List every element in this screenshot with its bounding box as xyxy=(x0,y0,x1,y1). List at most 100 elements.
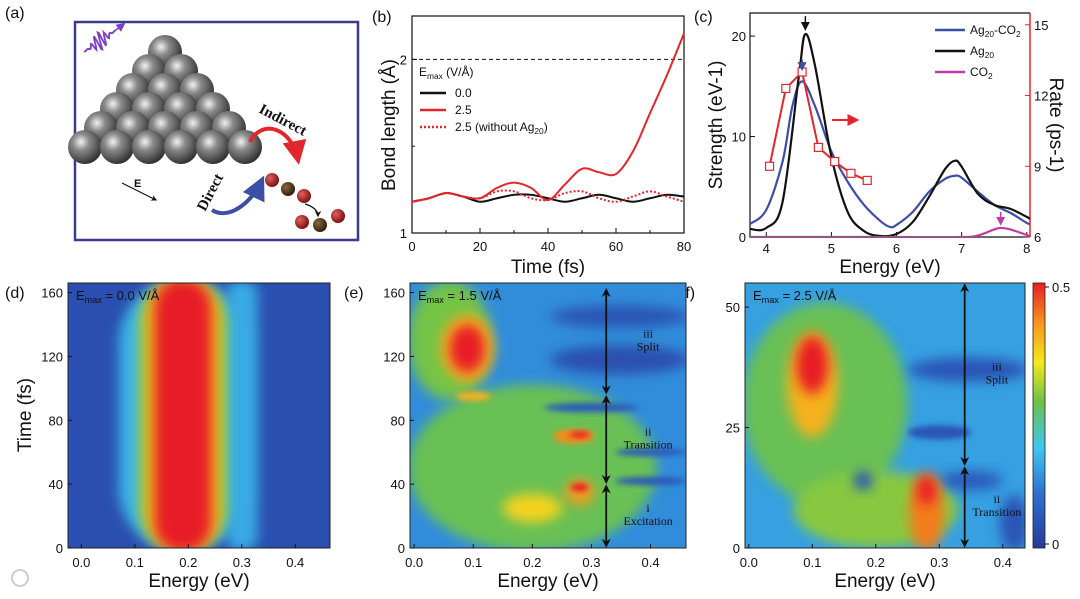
y-tick-label: 2 xyxy=(400,52,407,67)
panel-label-b: (b) xyxy=(372,9,392,26)
text-segment: E xyxy=(76,288,85,303)
heatmap-region xyxy=(449,324,486,373)
heatmap-region xyxy=(154,283,212,548)
heatmap-panel-d: 0.0 0.1 0.2 0.3 0.4 0 40 80 120 160 Energy (eV) Tim… xyxy=(15,282,331,592)
x-axis-label: Energy (eV) xyxy=(497,571,598,592)
x-tick-label: 60 xyxy=(609,239,623,254)
stage-numeral: i xyxy=(646,501,650,515)
x-tick-label: 0.1 xyxy=(126,555,144,570)
y-tick-label: 0 xyxy=(56,541,63,556)
x-axis-label: Energy (eV) xyxy=(839,257,940,278)
plot-frame xyxy=(744,282,1026,549)
y-tick-label: 120 xyxy=(41,349,63,364)
subscript: max xyxy=(427,295,445,305)
x-tick-label: 80 xyxy=(677,239,691,254)
y-tick-label: 0 xyxy=(398,541,405,556)
y-tick-label: 0 xyxy=(739,230,746,245)
x-tick-label: 0.1 xyxy=(464,555,482,570)
heatmap-region xyxy=(502,493,562,523)
oxygen-atom xyxy=(265,173,279,187)
x-tick-label: 0.2 xyxy=(179,555,197,570)
ag20-cluster xyxy=(68,35,262,164)
y2-axis-label: Rate (ps-1) xyxy=(1045,77,1066,172)
laser-direction-arrow xyxy=(115,22,126,32)
x-tick-label: 0.0 xyxy=(72,555,90,570)
y2-tick-label: 12 xyxy=(1034,89,1048,104)
legend-label: 2.5 xyxy=(455,103,472,117)
x-tick-label: 0.4 xyxy=(994,555,1012,570)
heatmap-region xyxy=(550,305,686,328)
carbon-atom xyxy=(313,218,327,232)
x-tick-label: 40 xyxy=(541,239,555,254)
y-tick-label: 80 xyxy=(391,413,405,428)
stage-label: Split xyxy=(985,373,1008,387)
y2-tick-label: 6 xyxy=(1034,230,1041,245)
subscript: 2 xyxy=(988,71,993,81)
carbon-atom xyxy=(281,182,295,196)
indirect-arrow xyxy=(248,126,307,165)
x-tick-label: 0.3 xyxy=(582,555,600,570)
y-tick-label: 160 xyxy=(383,286,405,301)
x-axis-label: Energy (eV) xyxy=(834,571,935,592)
stage-numeral: ii xyxy=(994,492,1001,506)
y-axis-label: Bond length (Å) xyxy=(379,59,400,191)
x-tick-label: 0.4 xyxy=(286,555,304,570)
oxygen-atom xyxy=(331,209,345,223)
x-tick-label: 5 xyxy=(828,241,835,256)
y-axis-label: Strength (eV-1) xyxy=(706,61,727,190)
legend-title: Emax (V/Å) xyxy=(419,64,474,81)
y-tick-label: 120 xyxy=(383,349,405,364)
colorbar-tick-label: 0 xyxy=(1052,537,1059,552)
colorbar-tick-label: 0.5 xyxy=(1052,280,1070,295)
text-segment: E xyxy=(753,288,762,303)
heatmap-region xyxy=(570,483,589,492)
text-segment: (V/Å) xyxy=(443,64,474,79)
x-tick-label: 7 xyxy=(958,241,965,256)
panel-label-e: (e) xyxy=(344,285,364,302)
y-tick-label: 160 xyxy=(41,286,63,301)
series-line-2 xyxy=(411,189,685,203)
series-line-1 xyxy=(411,32,685,203)
stage-numeral: iii xyxy=(643,326,654,340)
heatmap-field xyxy=(745,283,1025,548)
stage-label: Split xyxy=(637,339,660,353)
subscript: max xyxy=(85,295,103,305)
laser-pulse-icon xyxy=(83,29,117,53)
heatmap-region xyxy=(550,345,686,374)
stage-label: Transition xyxy=(972,505,1021,519)
heatmap-region xyxy=(544,402,639,413)
silver-atom xyxy=(164,130,198,164)
text-segment: 0.0 xyxy=(455,86,472,100)
series-line-2 xyxy=(750,226,1030,237)
stage-label: Excitation xyxy=(623,514,672,528)
heatmap-title: Emax = 2.5 V/Å xyxy=(753,288,837,305)
plot-frame xyxy=(409,282,687,549)
y-tick-label: 0 xyxy=(733,541,740,556)
x-tick-label: 0 xyxy=(408,239,415,254)
legend-label: 2.5 (without Ag20) xyxy=(455,120,548,136)
legend-label: Ag20 xyxy=(970,44,994,60)
silver-atom xyxy=(196,130,230,164)
text-segment: E xyxy=(418,288,427,303)
heatmap-region xyxy=(615,476,686,485)
heatmap-region xyxy=(569,431,590,438)
silver-atom xyxy=(100,130,134,164)
text-segment: 2.5 xyxy=(455,103,472,117)
stage-label: Transition xyxy=(624,437,673,451)
bond-length-chart: 0 20 40 60 80 1 2 Time (fs) Bond length (Å) 0.0 2.… xyxy=(379,15,691,278)
x-tick-label: 0.3 xyxy=(233,555,251,570)
x-tick-label: 8 xyxy=(1023,241,1030,256)
oxygen-atom xyxy=(297,189,311,203)
strength-rate-chart: 4 5 6 7 8 0 10 20 6 9 12 15 Energy (eV) Strength (eV-… xyxy=(706,12,1066,278)
heatmap-region xyxy=(564,479,595,505)
y-tick-label: 40 xyxy=(49,477,63,492)
x-tick-label: 0.1 xyxy=(803,555,821,570)
x-axis-label: Energy (eV) xyxy=(148,571,249,592)
x-tick-label: 6 xyxy=(893,241,900,256)
direct-arrow xyxy=(210,175,265,216)
heatmap-region xyxy=(853,470,873,491)
subscript: max xyxy=(427,71,444,81)
legend-label: CO2 xyxy=(970,65,993,81)
plot-frame xyxy=(67,282,331,549)
watermark-logo xyxy=(11,569,29,587)
